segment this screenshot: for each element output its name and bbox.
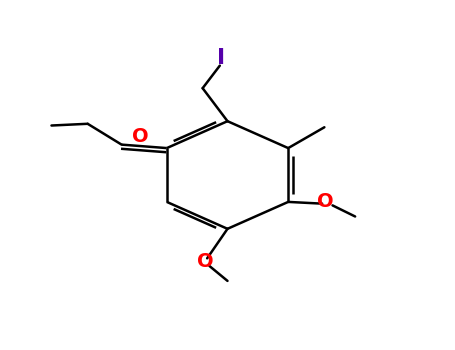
Text: I: I [217,48,225,68]
Text: O: O [318,193,334,211]
Text: O: O [197,252,213,271]
Text: O: O [132,127,149,146]
